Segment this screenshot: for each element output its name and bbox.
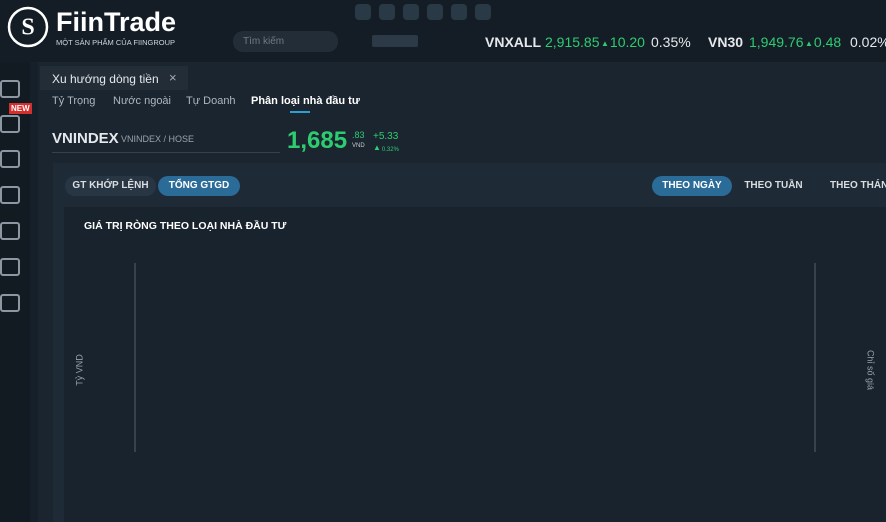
subtab[interactable]: Tự Doanh: [186, 95, 236, 107]
search-box[interactable]: [233, 31, 338, 52]
chart-panel: [64, 207, 886, 522]
subtab-underline: [290, 111, 310, 113]
subtab[interactable]: Tỷ Trọng: [52, 95, 96, 107]
media-controls[interactable]: [372, 35, 418, 47]
logo-mark: S-4,000-3,000-2,000-1,00001,0002,0003,00…: [7, 6, 49, 48]
divider: [52, 152, 280, 153]
index-exchange: VNINDEX / HOSE: [121, 134, 195, 144]
y2-axis-title: Chỉ số giá: [866, 350, 876, 390]
side-icon[interactable]: [0, 115, 20, 133]
toolbar-icon[interactable]: [451, 4, 467, 20]
side-icon[interactable]: [0, 294, 20, 312]
ticker-value: 1,949.76: [749, 34, 804, 50]
ticker-value: 2,915.85: [545, 34, 600, 50]
tab[interactable]: [40, 66, 188, 90]
index-percent: 0.32%: [373, 143, 399, 153]
index-price: 1,685: [287, 127, 348, 154]
toolbar-icon[interactable]: [403, 4, 419, 20]
ticker-percent: 0.35%: [651, 34, 691, 50]
ticker-name: VNXALL: [485, 34, 541, 50]
index-change: +5.33: [373, 131, 399, 142]
ticker-change: 0.48: [805, 34, 841, 50]
ticker-percent: 0.02%: [850, 34, 886, 50]
subtab[interactable]: Nước ngoài: [113, 95, 171, 107]
value-button[interactable]: GT KHỚP LỆNH: [65, 176, 156, 196]
period-button[interactable]: THEO TUẦN: [744, 180, 803, 191]
svg-text:S: S: [21, 15, 34, 41]
side-icon[interactable]: [0, 258, 20, 276]
y-axis-title: Tỷ VND: [74, 354, 84, 386]
toolbar-icon[interactable]: [475, 4, 491, 20]
index-decimals: .83: [352, 130, 365, 140]
ticker-change: 10.20: [601, 34, 645, 50]
period-button[interactable]: THEO NGÀY: [652, 176, 732, 196]
side-icon[interactable]: [0, 150, 20, 168]
chart-title: GIÁ TRỊ RÒNG THEO LOẠI NHÀ ĐẦU TƯ: [84, 219, 287, 232]
side-icon[interactable]: [0, 186, 20, 204]
tab-close[interactable]: ×: [169, 70, 177, 85]
tagline: MỘT SẢN PHẨM CỦA FIINGROUP: [56, 38, 176, 47]
logo[interactable]: FiinTrade: [56, 7, 177, 37]
tab-title: Xu hướng dòng tiền: [52, 72, 159, 86]
toolbar-icon[interactable]: [379, 4, 395, 20]
top-bar: [0, 0, 886, 62]
sidebar: [0, 62, 30, 522]
side-icon[interactable]: [0, 80, 20, 98]
index-unit: VND: [352, 143, 365, 149]
side-icon[interactable]: [0, 222, 20, 240]
subtab-active[interactable]: Phân loại nhà đầu tư: [251, 95, 360, 107]
toolbar-icon[interactable]: [427, 4, 443, 20]
index-name: VNINDEX: [52, 130, 119, 147]
search-placeholder: Tìm kiếm: [243, 36, 285, 47]
toolbar-icon[interactable]: [355, 4, 371, 20]
ticker-name: VN30: [708, 34, 744, 50]
new-badge: NEW: [9, 103, 32, 114]
value-button[interactable]: TỔNG GTGD: [158, 176, 240, 196]
